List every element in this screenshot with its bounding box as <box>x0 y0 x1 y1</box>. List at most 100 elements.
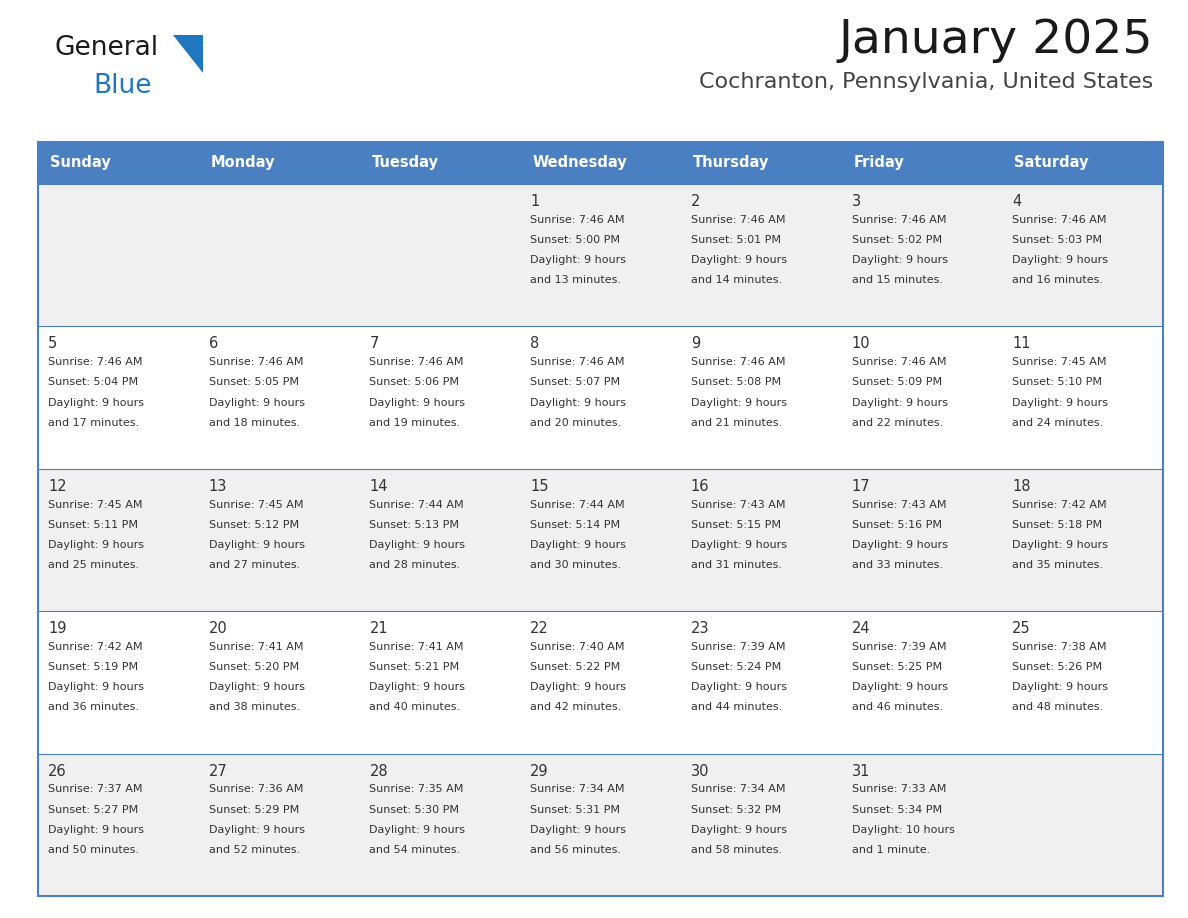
Text: Sunset: 5:29 PM: Sunset: 5:29 PM <box>209 804 299 814</box>
Text: and 22 minutes.: and 22 minutes. <box>852 418 943 428</box>
Text: Sunrise: 7:46 AM: Sunrise: 7:46 AM <box>369 357 465 367</box>
Text: and 17 minutes.: and 17 minutes. <box>48 418 139 428</box>
Text: Thursday: Thursday <box>693 155 770 171</box>
Text: 29: 29 <box>530 764 549 778</box>
Text: 20: 20 <box>209 621 227 636</box>
Text: Sunrise: 7:45 AM: Sunrise: 7:45 AM <box>1012 357 1107 367</box>
Text: Sunset: 5:22 PM: Sunset: 5:22 PM <box>530 662 620 672</box>
Text: 6: 6 <box>209 336 217 352</box>
Text: Daylight: 9 hours: Daylight: 9 hours <box>1012 682 1108 692</box>
Bar <box>38 469 1163 611</box>
Text: Sunset: 5:19 PM: Sunset: 5:19 PM <box>48 662 138 672</box>
Text: 1: 1 <box>530 194 539 209</box>
Text: Monday: Monday <box>210 155 276 171</box>
Text: Friday: Friday <box>853 155 904 171</box>
Text: Sunrise: 7:40 AM: Sunrise: 7:40 AM <box>530 642 625 652</box>
Text: and 54 minutes.: and 54 minutes. <box>369 845 461 855</box>
Text: 19: 19 <box>48 621 67 636</box>
Text: Daylight: 9 hours: Daylight: 9 hours <box>209 397 304 408</box>
Text: Daylight: 9 hours: Daylight: 9 hours <box>209 682 304 692</box>
Text: and 21 minutes.: and 21 minutes. <box>691 418 782 428</box>
Text: and 40 minutes.: and 40 minutes. <box>369 702 461 712</box>
Bar <box>38 327 1163 469</box>
Text: Sunrise: 7:41 AM: Sunrise: 7:41 AM <box>209 642 303 652</box>
Text: Cochranton, Pennsylvania, United States: Cochranton, Pennsylvania, United States <box>699 72 1154 92</box>
Text: Daylight: 9 hours: Daylight: 9 hours <box>530 397 626 408</box>
Text: Sunset: 5:08 PM: Sunset: 5:08 PM <box>691 377 781 387</box>
Text: Daylight: 9 hours: Daylight: 9 hours <box>48 397 144 408</box>
Text: Sunrise: 7:45 AM: Sunrise: 7:45 AM <box>48 499 143 509</box>
Text: Sunrise: 7:36 AM: Sunrise: 7:36 AM <box>209 785 303 794</box>
Text: and 48 minutes.: and 48 minutes. <box>1012 702 1104 712</box>
Text: Daylight: 9 hours: Daylight: 9 hours <box>852 682 948 692</box>
Text: and 20 minutes.: and 20 minutes. <box>530 418 621 428</box>
Text: and 25 minutes.: and 25 minutes. <box>48 560 139 570</box>
Text: Daylight: 9 hours: Daylight: 9 hours <box>209 824 304 834</box>
Text: Sunrise: 7:39 AM: Sunrise: 7:39 AM <box>852 642 946 652</box>
Text: 22: 22 <box>530 621 549 636</box>
Text: 8: 8 <box>530 336 539 352</box>
Text: Saturday: Saturday <box>1015 155 1088 171</box>
Text: 13: 13 <box>209 479 227 494</box>
Text: Sunset: 5:15 PM: Sunset: 5:15 PM <box>691 520 781 530</box>
Text: Sunrise: 7:46 AM: Sunrise: 7:46 AM <box>209 357 303 367</box>
Text: 21: 21 <box>369 621 388 636</box>
Text: Sunrise: 7:46 AM: Sunrise: 7:46 AM <box>48 357 143 367</box>
Text: Daylight: 9 hours: Daylight: 9 hours <box>48 540 144 550</box>
Text: Wednesday: Wednesday <box>532 155 627 171</box>
Text: Sunrise: 7:44 AM: Sunrise: 7:44 AM <box>530 499 625 509</box>
Bar <box>38 611 1163 754</box>
Text: General: General <box>55 35 159 61</box>
Text: 26: 26 <box>48 764 67 778</box>
Text: Daylight: 9 hours: Daylight: 9 hours <box>369 682 466 692</box>
Text: Daylight: 9 hours: Daylight: 9 hours <box>691 255 786 265</box>
Text: Daylight: 9 hours: Daylight: 9 hours <box>530 255 626 265</box>
Text: Sunset: 5:16 PM: Sunset: 5:16 PM <box>852 520 942 530</box>
Text: 14: 14 <box>369 479 388 494</box>
Bar <box>38 142 1163 184</box>
Text: Sunset: 5:25 PM: Sunset: 5:25 PM <box>852 662 942 672</box>
Text: and 31 minutes.: and 31 minutes. <box>691 560 782 570</box>
Text: Sunset: 5:10 PM: Sunset: 5:10 PM <box>1012 377 1102 387</box>
Text: Sunset: 5:09 PM: Sunset: 5:09 PM <box>852 377 942 387</box>
Text: Daylight: 9 hours: Daylight: 9 hours <box>852 397 948 408</box>
Text: Sunrise: 7:46 AM: Sunrise: 7:46 AM <box>530 357 625 367</box>
Text: 27: 27 <box>209 764 227 778</box>
Text: Sunrise: 7:46 AM: Sunrise: 7:46 AM <box>530 215 625 225</box>
Text: Sunrise: 7:39 AM: Sunrise: 7:39 AM <box>691 642 785 652</box>
Text: Sunset: 5:06 PM: Sunset: 5:06 PM <box>369 377 460 387</box>
Text: Sunrise: 7:46 AM: Sunrise: 7:46 AM <box>691 357 785 367</box>
Text: Daylight: 9 hours: Daylight: 9 hours <box>530 682 626 692</box>
Text: Sunrise: 7:37 AM: Sunrise: 7:37 AM <box>48 785 143 794</box>
Text: Daylight: 9 hours: Daylight: 9 hours <box>369 540 466 550</box>
Text: Sunset: 5:13 PM: Sunset: 5:13 PM <box>369 520 460 530</box>
Text: Daylight: 9 hours: Daylight: 9 hours <box>1012 397 1108 408</box>
Text: Sunset: 5:07 PM: Sunset: 5:07 PM <box>530 377 620 387</box>
Text: Sunset: 5:18 PM: Sunset: 5:18 PM <box>1012 520 1102 530</box>
Text: 15: 15 <box>530 479 549 494</box>
Text: Daylight: 9 hours: Daylight: 9 hours <box>48 824 144 834</box>
Text: Sunrise: 7:33 AM: Sunrise: 7:33 AM <box>852 785 946 794</box>
Text: Sunset: 5:24 PM: Sunset: 5:24 PM <box>691 662 781 672</box>
Text: Sunset: 5:31 PM: Sunset: 5:31 PM <box>530 804 620 814</box>
Text: and 46 minutes.: and 46 minutes. <box>852 702 943 712</box>
Text: Sunset: 5:04 PM: Sunset: 5:04 PM <box>48 377 138 387</box>
Text: Sunset: 5:00 PM: Sunset: 5:00 PM <box>530 235 620 245</box>
Text: 31: 31 <box>852 764 870 778</box>
Text: Sunrise: 7:34 AM: Sunrise: 7:34 AM <box>530 785 625 794</box>
Text: Sunrise: 7:45 AM: Sunrise: 7:45 AM <box>209 499 303 509</box>
Text: and 30 minutes.: and 30 minutes. <box>530 560 621 570</box>
Text: and 16 minutes.: and 16 minutes. <box>1012 275 1104 285</box>
Text: Sunrise: 7:41 AM: Sunrise: 7:41 AM <box>369 642 465 652</box>
Text: 28: 28 <box>369 764 388 778</box>
Text: and 44 minutes.: and 44 minutes. <box>691 702 782 712</box>
Text: Sunset: 5:30 PM: Sunset: 5:30 PM <box>369 804 460 814</box>
Text: 9: 9 <box>691 336 700 352</box>
Text: Daylight: 9 hours: Daylight: 9 hours <box>209 540 304 550</box>
Text: Sunset: 5:32 PM: Sunset: 5:32 PM <box>691 804 781 814</box>
Text: 5: 5 <box>48 336 57 352</box>
Text: Daylight: 9 hours: Daylight: 9 hours <box>1012 255 1108 265</box>
Text: Daylight: 9 hours: Daylight: 9 hours <box>852 255 948 265</box>
Polygon shape <box>173 35 203 73</box>
Text: 2: 2 <box>691 194 700 209</box>
